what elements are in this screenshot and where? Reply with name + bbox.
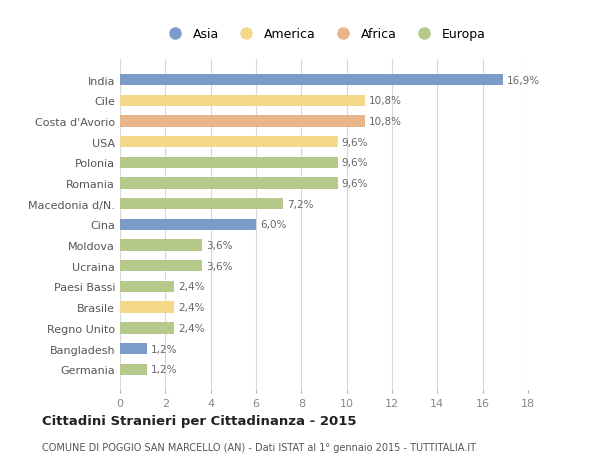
Text: 1,2%: 1,2% (151, 344, 178, 354)
Bar (120, 240, 202, 251)
Text: 9,6%: 9,6% (341, 137, 368, 147)
Text: 2,4%: 2,4% (178, 323, 205, 333)
Bar (120, 364, 147, 375)
Text: 1,2%: 1,2% (151, 364, 178, 375)
Text: 9,6%: 9,6% (341, 158, 368, 168)
Text: Cittadini Stranieri per Cittadinanza - 2015: Cittadini Stranieri per Cittadinanza - 2… (42, 414, 356, 428)
Bar (120, 178, 338, 189)
Text: 3,6%: 3,6% (206, 241, 232, 251)
Text: 6,0%: 6,0% (260, 220, 286, 230)
Bar (120, 116, 365, 127)
Bar (120, 343, 147, 354)
Bar (120, 281, 175, 292)
Text: 10,8%: 10,8% (369, 96, 402, 106)
Bar (120, 75, 503, 86)
Bar (120, 157, 338, 168)
Text: 10,8%: 10,8% (369, 117, 402, 127)
Text: 2,4%: 2,4% (178, 302, 205, 313)
Legend: Asia, America, Africa, Europa: Asia, America, Africa, Europa (158, 23, 490, 46)
Bar (120, 137, 338, 148)
Text: COMUNE DI POGGIO SAN MARCELLO (AN) - Dati ISTAT al 1° gennaio 2015 - TUTTITALIA.: COMUNE DI POGGIO SAN MARCELLO (AN) - Dat… (42, 442, 476, 452)
Text: 7,2%: 7,2% (287, 199, 314, 209)
Bar (120, 199, 283, 210)
Bar (120, 95, 365, 106)
Bar (120, 302, 175, 313)
Text: 16,9%: 16,9% (507, 75, 540, 85)
Text: 3,6%: 3,6% (206, 261, 232, 271)
Bar (120, 219, 256, 230)
Text: 9,6%: 9,6% (341, 179, 368, 189)
Bar (120, 261, 202, 272)
Bar (120, 323, 175, 334)
Text: 2,4%: 2,4% (178, 282, 205, 292)
